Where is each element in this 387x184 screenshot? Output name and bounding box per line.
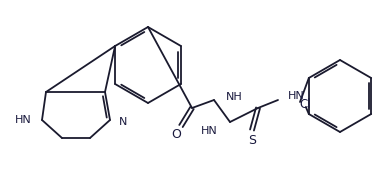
Text: NH: NH bbox=[226, 92, 243, 102]
Text: HN: HN bbox=[15, 115, 32, 125]
Text: Cl: Cl bbox=[299, 98, 311, 111]
Text: S: S bbox=[248, 134, 256, 146]
Text: N: N bbox=[119, 117, 127, 127]
Text: HN: HN bbox=[288, 91, 305, 101]
Text: HN: HN bbox=[201, 126, 218, 136]
Text: O: O bbox=[171, 128, 181, 141]
